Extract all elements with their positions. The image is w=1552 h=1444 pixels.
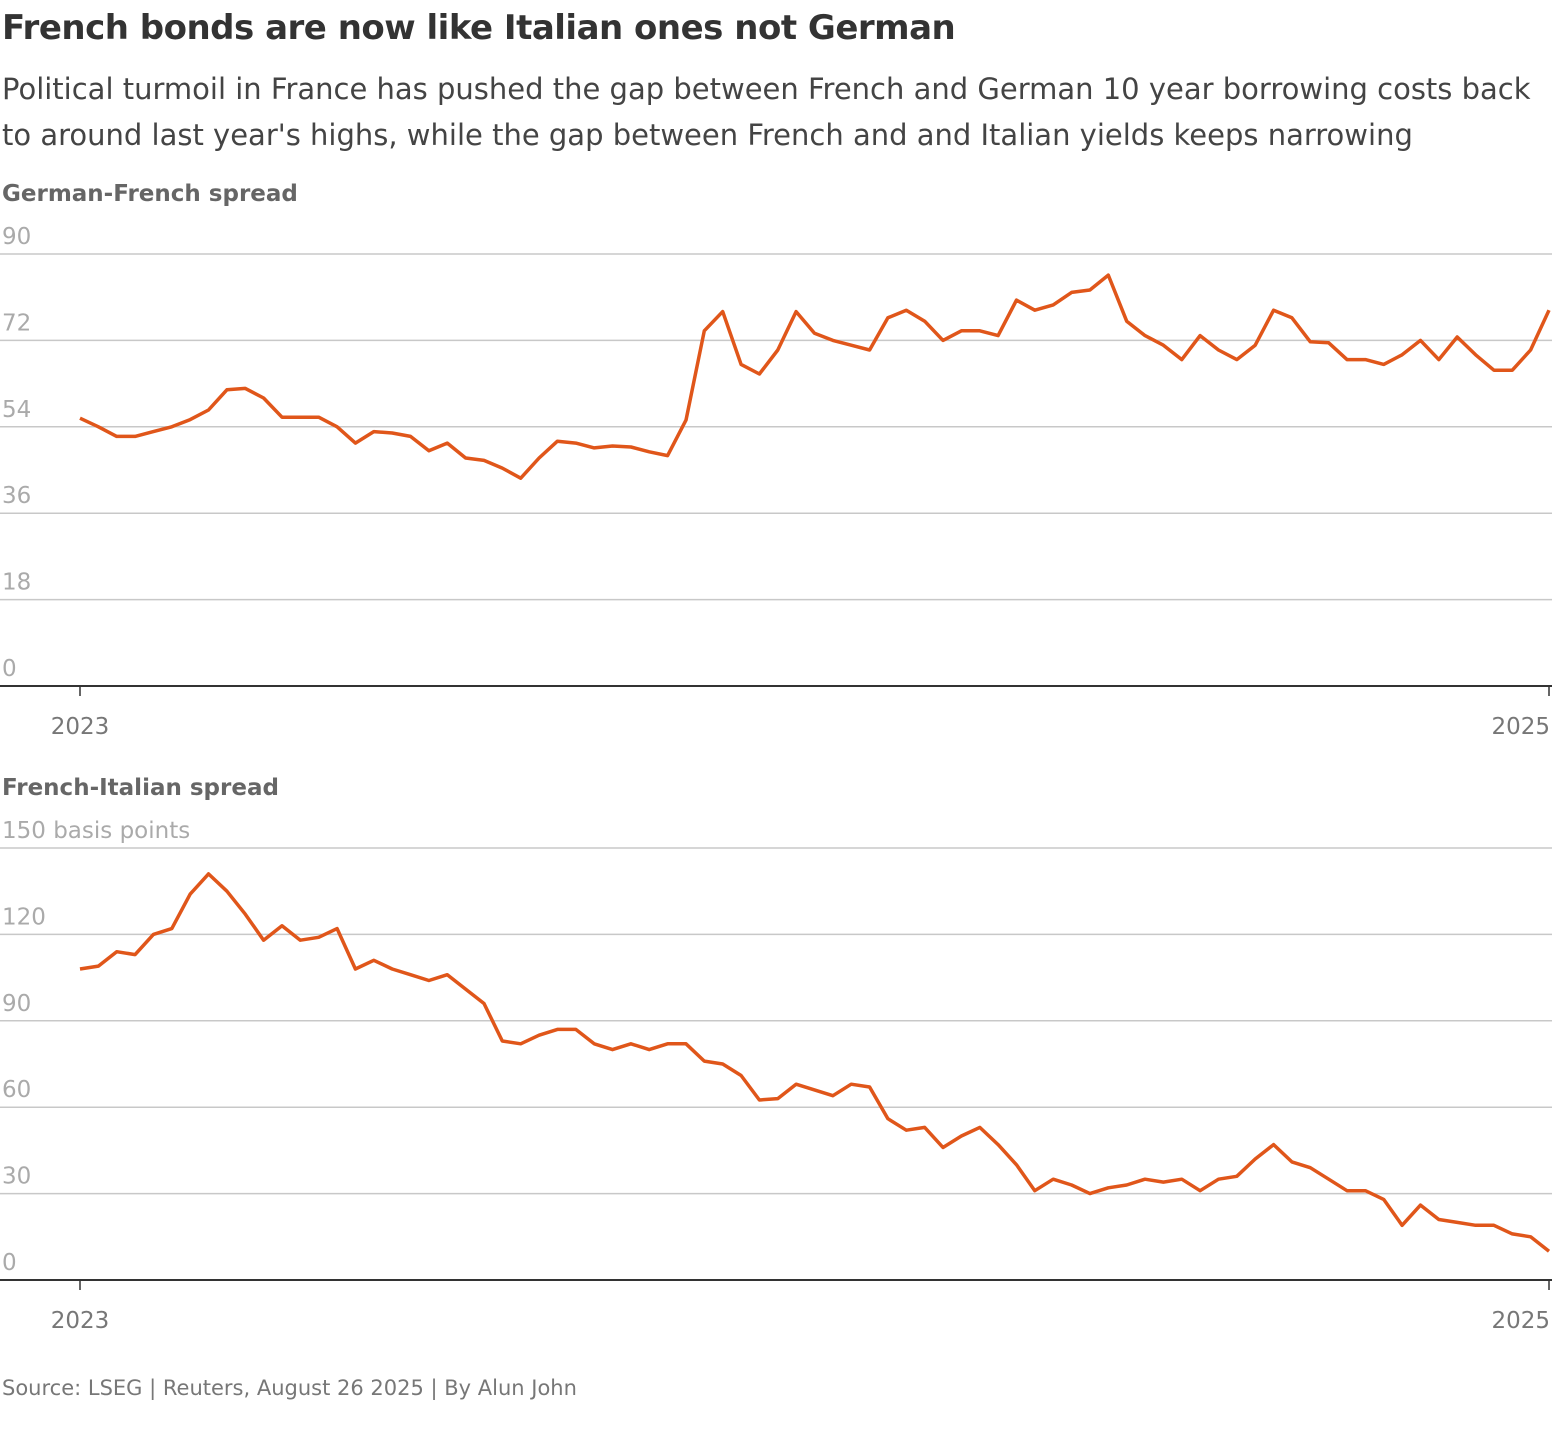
y-tick-label: 72 [2,310,31,336]
y-tick-label: 150 basis points [2,818,190,844]
series-line [79,872,1551,1253]
y-tick-label: 18 [2,570,31,596]
y-tick-label: 30 [2,1164,31,1190]
y-tick-label: 60 [2,1077,31,1103]
x-tick-label: 2025 [1491,714,1550,740]
x-tick-label: 2023 [51,714,110,740]
series-line [79,273,1551,480]
title: French bonds are now like Italian ones n… [2,8,956,48]
x-tick-label: 2025 [1491,1308,1550,1334]
y-tick-label: 0 [2,656,17,682]
y-tick-label: 90 [2,991,31,1017]
x-tick-label: 2023 [51,1308,110,1334]
chart-title: French-Italian spread [2,775,279,801]
chart-title: German-French spread [2,181,298,207]
subtitle: Political turmoil in France has pushed t… [2,72,1531,152]
y-tick-label: 0 [2,1250,17,1276]
y-tick-label: 120 [2,904,46,930]
source: Source: LSEG | Reuters, August 26 2025 |… [2,1376,577,1400]
y-tick-label: 36 [2,483,31,509]
y-tick-label: 54 [2,397,31,423]
y-tick-label: 90 [2,224,31,250]
